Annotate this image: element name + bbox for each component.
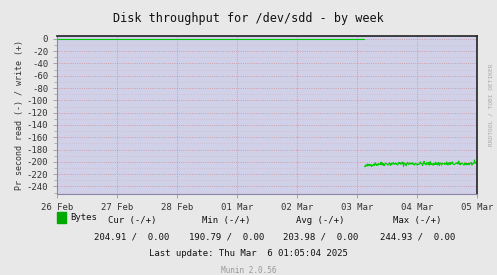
Text: Max (-/+): Max (-/+) [393,216,442,225]
Text: 204.91 /  0.00: 204.91 / 0.00 [94,232,169,241]
Text: Avg (-/+): Avg (-/+) [296,216,345,225]
Text: RRDTOOL / TOBI OETIKER: RRDTOOL / TOBI OETIKER [489,63,494,146]
Text: 244.93 /  0.00: 244.93 / 0.00 [380,232,455,241]
Text: Bytes: Bytes [70,213,97,222]
Text: 190.79 /  0.00: 190.79 / 0.00 [188,232,264,241]
Text: Munin 2.0.56: Munin 2.0.56 [221,266,276,275]
Text: Disk throughput for /dev/sdd - by week: Disk throughput for /dev/sdd - by week [113,12,384,25]
Y-axis label: Pr second read (-) / write (+): Pr second read (-) / write (+) [15,40,24,190]
Text: Min (-/+): Min (-/+) [202,216,250,225]
Text: Cur (-/+): Cur (-/+) [107,216,156,225]
Text: 203.98 /  0.00: 203.98 / 0.00 [283,232,358,241]
Text: Last update: Thu Mar  6 01:05:04 2025: Last update: Thu Mar 6 01:05:04 2025 [149,249,348,258]
